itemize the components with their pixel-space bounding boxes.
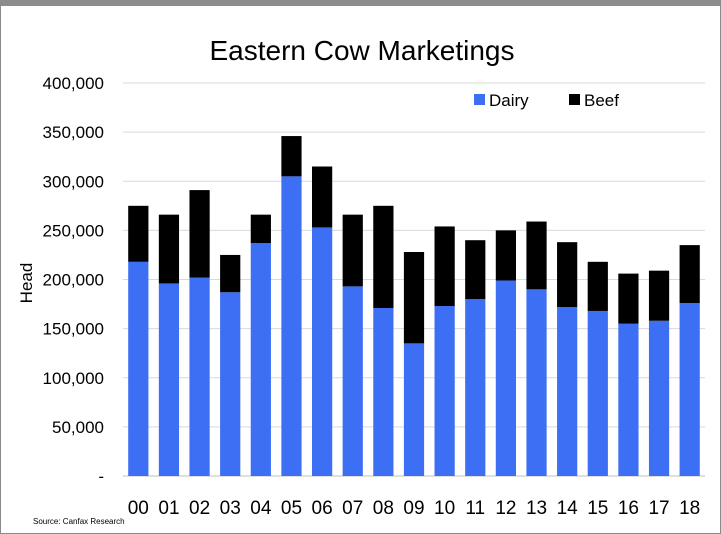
- x-tick-label: 14: [557, 498, 579, 519]
- bar-beef-13: [526, 221, 547, 290]
- bar-beef-03: [220, 254, 241, 293]
- bar-beef-07: [342, 214, 363, 287]
- y-tick-labels: - 50,000 100,000 150,000 200,000 250,000 300,0…: [43, 74, 104, 486]
- bar-dairy-01: [158, 283, 180, 476]
- x-tick-label: 12: [495, 498, 516, 519]
- x-tick-label: 18: [679, 498, 700, 519]
- bar-beef-14: [557, 242, 578, 308]
- y-tick-label: 50,000: [52, 418, 104, 437]
- y-tick-label: 400,000: [43, 74, 104, 93]
- bar-beef-15: [587, 261, 608, 311]
- x-tick-label: 07: [342, 498, 363, 519]
- bar-dairy-04: [250, 243, 271, 476]
- bar-dairy-00: [128, 261, 149, 476]
- bar-beef-05: [281, 136, 302, 177]
- y-axis-title: Head: [17, 263, 36, 304]
- bar-dairy-11: [465, 299, 486, 476]
- legend-label-dairy: Dairy: [489, 91, 529, 110]
- bar-beef-01: [158, 214, 180, 284]
- bar-dairy-13: [526, 289, 547, 476]
- bar-dairy-17: [648, 320, 670, 476]
- legend-label-beef: Beef: [584, 91, 619, 110]
- bar-beef-08: [373, 205, 394, 308]
- chart-title: Eastern Cow Marketings: [209, 35, 514, 66]
- x-tick-label: 00: [128, 498, 149, 519]
- y-tick-label: 300,000: [43, 172, 104, 191]
- bar-beef-18: [679, 245, 700, 304]
- x-tick-labels: 00 01 02 03 04 05 06 07 08 09 10 11 12 13 14 15 16 17 18: [128, 498, 701, 519]
- bar-dairy-08: [373, 307, 394, 476]
- y-tick-label: 350,000: [43, 123, 104, 142]
- y-tick-label: 150,000: [43, 320, 104, 339]
- x-tick-label: 01: [158, 498, 179, 519]
- x-tick-label: 15: [587, 498, 608, 519]
- top-border: [0, 0, 721, 6]
- x-tick-label: 10: [434, 498, 455, 519]
- bar-beef-02: [189, 190, 210, 278]
- bar-beef-17: [648, 270, 670, 321]
- bar-beef-11: [465, 240, 486, 300]
- bar-dairy-07: [342, 286, 363, 476]
- bar-dairy-16: [618, 323, 639, 476]
- bar-dairy-02: [189, 277, 210, 476]
- bar-dairy-18: [679, 303, 700, 476]
- legend-swatch-dairy: [474, 94, 485, 105]
- bar-beef-12: [495, 230, 517, 281]
- bar-dairy-12: [495, 280, 517, 476]
- x-tick-label: 08: [373, 498, 394, 519]
- y-tick-label: 100,000: [43, 369, 104, 388]
- bar-beef-06: [311, 166, 333, 228]
- bar-dairy-10: [434, 306, 455, 476]
- y-tick-label: 200,000: [43, 271, 104, 290]
- bar-beef-10: [434, 226, 455, 307]
- bar-dairy-09: [403, 343, 425, 476]
- x-tick-label: 17: [648, 498, 669, 519]
- x-tick-label: 11: [465, 498, 485, 519]
- bar-dairy-15: [587, 310, 608, 476]
- bar-dairy-05: [281, 176, 302, 476]
- x-tick-label: 13: [526, 498, 547, 519]
- y-tick-label: -: [98, 467, 104, 486]
- bar-beef-09: [403, 251, 425, 344]
- x-tick-label: 06: [312, 498, 333, 519]
- bar-dairy-03: [220, 292, 241, 476]
- x-tick-label: 02: [189, 498, 210, 519]
- bar-dairy-14: [557, 307, 578, 476]
- legend: Dairy Beef: [474, 91, 619, 110]
- bars: [128, 136, 700, 476]
- x-tick-label: 05: [281, 498, 302, 519]
- bar-beef-00: [128, 205, 149, 262]
- source-note: Source: Canfax Research: [33, 517, 125, 526]
- x-tick-label: 16: [618, 498, 639, 519]
- x-tick-label: 09: [403, 498, 424, 519]
- bar-dairy-06: [311, 227, 333, 476]
- x-tick-label: 04: [250, 498, 272, 519]
- bar-beef-16: [618, 273, 639, 324]
- bar-beef-04: [250, 214, 271, 244]
- x-tick-label: 03: [220, 498, 241, 519]
- y-tick-label: 250,000: [43, 221, 104, 240]
- legend-swatch-beef: [569, 94, 580, 105]
